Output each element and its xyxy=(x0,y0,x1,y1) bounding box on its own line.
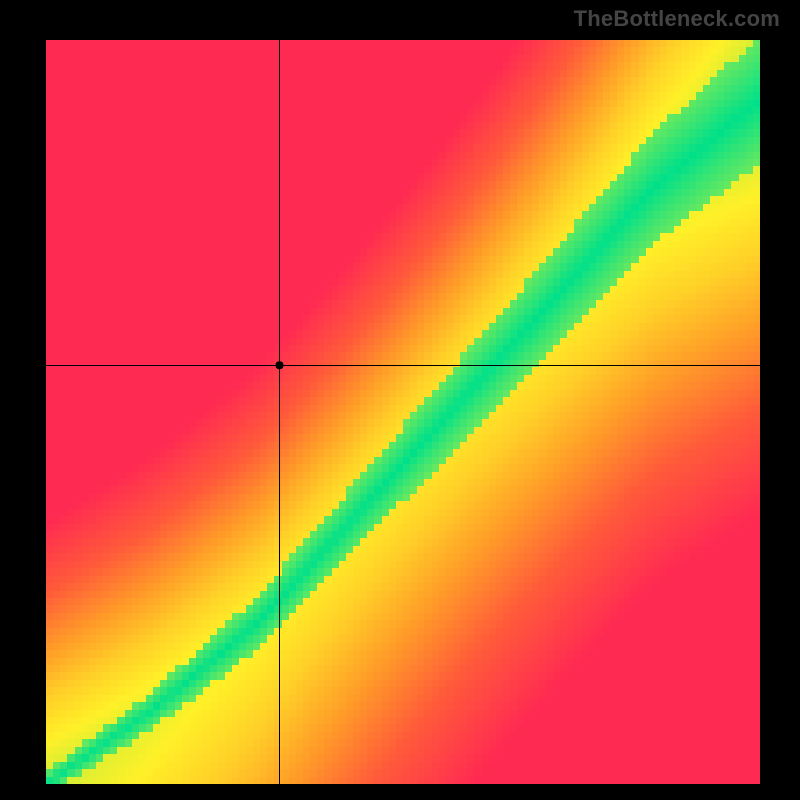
figure: TheBottleneck.com xyxy=(0,0,800,800)
heatmap-canvas xyxy=(46,40,760,784)
watermark-text: TheBottleneck.com xyxy=(574,6,780,32)
plot-area xyxy=(46,40,760,784)
